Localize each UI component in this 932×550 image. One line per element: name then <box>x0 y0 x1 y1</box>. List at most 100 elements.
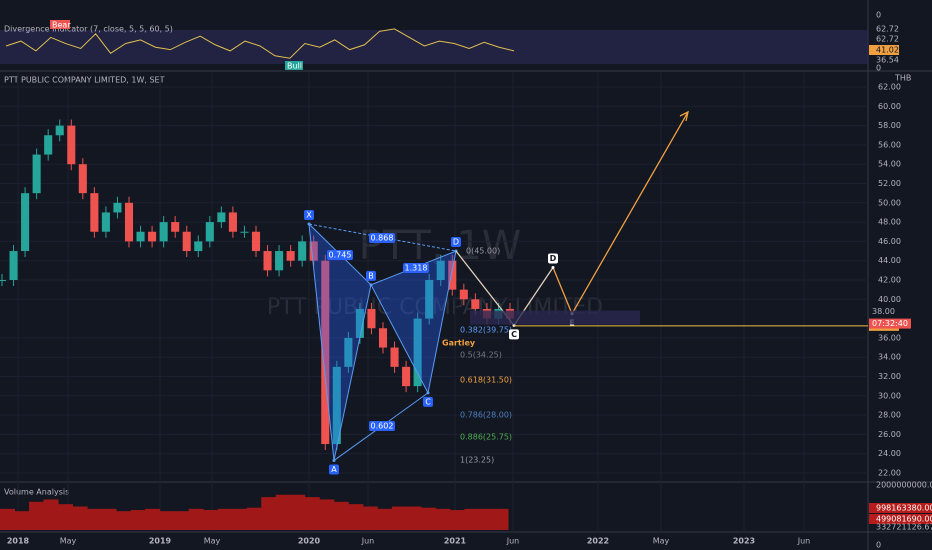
price-tick-label: 42.00 <box>878 276 901 285</box>
price-tick-label: 50.00 <box>878 198 901 207</box>
volume-axis-label: 332721126.67 <box>876 523 932 532</box>
volume-bar <box>333 501 349 530</box>
time-label: May <box>204 537 221 546</box>
candle <box>78 164 87 194</box>
countdown: 07:32:40 <box>872 319 908 328</box>
price-tick-label: 44.00 <box>878 256 901 265</box>
volume-bar <box>43 499 59 530</box>
price-tick-label: 54.00 <box>878 160 901 169</box>
last-price-zone <box>470 310 640 325</box>
volume-title: Volume Analysis <box>4 488 69 497</box>
candle <box>90 193 99 232</box>
price-tick-label: 32.00 <box>878 372 901 381</box>
candle <box>159 222 168 242</box>
time-label: May <box>653 537 670 546</box>
pattern-point-box <box>329 464 339 475</box>
candle <box>205 222 214 242</box>
dynamic-layer: 62.00 60.00 58.00 56.00 54.00 52.00 50.00 48.00… <box>0 11 932 550</box>
volume-axis-label: 0 <box>876 541 881 550</box>
pattern-leg <box>370 284 429 394</box>
arrow-head <box>679 110 689 122</box>
indicator-axis-label: 0 <box>876 11 881 20</box>
fib-label: 0.382(39.75) <box>460 326 512 335</box>
candle <box>402 366 411 387</box>
candle <box>148 231 157 242</box>
candle <box>378 328 388 348</box>
candle <box>228 212 237 232</box>
price-tick-label: 36.00 <box>878 333 901 342</box>
ratio-label: 0.745 <box>329 251 352 260</box>
fib-label: 0.886(25.75) <box>460 433 512 442</box>
candle <box>448 260 457 290</box>
fib-label: 1(23.25) <box>460 456 494 465</box>
bear-box <box>50 20 70 29</box>
ratio-box <box>369 421 395 431</box>
pattern-point <box>307 222 311 226</box>
candle <box>101 212 110 232</box>
symbol-title: PTT PUBLIC COMPANY LIMITED, 1W, SET <box>4 76 165 85</box>
price-tick-label: 58.00 <box>878 121 901 130</box>
volume-bar <box>319 499 335 530</box>
time-label: 2018 <box>7 537 30 546</box>
indicator-title: Divergence Indicator (7, close, 5, 5, 60… <box>4 25 173 34</box>
volume-bar <box>420 507 436 530</box>
currency: THB <box>894 74 911 83</box>
candle <box>113 202 122 213</box>
volume-bar <box>130 510 146 530</box>
volume-bar <box>232 508 248 530</box>
candle <box>182 231 191 252</box>
time-label: 2019 <box>149 537 172 546</box>
pattern-point-label: C <box>425 397 431 406</box>
volume-bar <box>304 497 320 530</box>
price-tick-label: 24.00 <box>878 449 901 458</box>
indicator-axis-label: 0 <box>876 64 881 73</box>
volume-bar <box>174 511 190 530</box>
candle <box>425 280 434 319</box>
last-price-label: 38.00 <box>872 307 895 316</box>
volume-bar <box>246 507 262 530</box>
time-label: 2020 <box>298 537 321 546</box>
price-tick-label: 56.00 <box>878 140 901 149</box>
candle <box>9 251 18 280</box>
volume-bar <box>435 508 451 530</box>
volume-bar <box>0 508 16 530</box>
countdown-box <box>869 318 911 329</box>
indicator-band <box>0 30 868 64</box>
indicator-axis-label: 41.02 <box>876 46 899 55</box>
price-tick-label: 48.00 <box>878 218 901 227</box>
volume-bar <box>159 511 175 530</box>
ratio-label: 0.868 <box>371 234 394 243</box>
projection-label: C <box>511 330 517 339</box>
volume-bar <box>406 506 422 530</box>
candle <box>298 241 307 261</box>
volume-bar <box>58 504 74 530</box>
candle <box>390 347 399 367</box>
volume-bar <box>449 510 465 530</box>
volume-bar <box>261 497 277 530</box>
indicator-axis-label: 62.72 <box>876 25 899 34</box>
candle <box>367 308 376 329</box>
volume-bar <box>362 506 378 530</box>
indicator-line <box>5 28 515 59</box>
candle <box>136 231 145 242</box>
candle <box>21 193 30 252</box>
ratio-box <box>327 250 353 260</box>
volume-bar <box>217 508 233 530</box>
price-tick-label: 52.00 <box>878 179 901 188</box>
volume-value-box <box>869 503 932 513</box>
projection-box <box>509 329 519 340</box>
volume-bar <box>116 511 132 530</box>
volume-bar <box>72 506 88 530</box>
volume-bar <box>464 508 480 530</box>
pattern-point <box>426 391 430 395</box>
fib-label: 0.618(31.50) <box>460 376 512 385</box>
candle <box>332 366 341 445</box>
price-tick-label: 60.00 <box>878 102 901 111</box>
ratio-box <box>403 263 429 273</box>
time-label: Jun <box>506 537 520 546</box>
ratio-box <box>369 233 395 243</box>
pattern-point-box <box>304 210 314 221</box>
fib-label: 0.5(34.25) <box>460 351 502 360</box>
candle <box>355 308 364 338</box>
